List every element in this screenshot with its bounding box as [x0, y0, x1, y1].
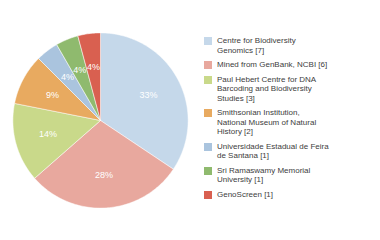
html-text:Smithsonian Institution, Natio: Smithsonian Institution, National Museum… [217, 108, 317, 136]
html-text:Centre for Biodiversity Genomi: Centre for Biodiversity Genomics [7] [217, 36, 296, 55]
svg-text:9%: 9% [46, 90, 59, 100]
svg-text:4%: 4% [73, 65, 86, 75]
html-text:Sri Ramaswamy Memorial Univers: Sri Ramaswamy Memorial University [1] [217, 165, 311, 184]
html-text:Paul Hebert Centre for DNA Bar: Paul Hebert Centre for DNA Barcoding and… [217, 74, 317, 103]
svg-text:14%: 14% [39, 129, 57, 139]
html-text:Universidade Estadual de Feira: Universidade Estadual de Feira de Santan… [217, 141, 329, 160]
html-text:Mined from GenBank, NCBI [6]: Mined from GenBank, NCBI [6] [217, 60, 328, 69]
svg-text:28%: 28% [95, 170, 113, 180]
svg-text:4%: 4% [61, 72, 74, 82]
svg-text:33%: 33% [139, 90, 157, 100]
svg-text:4%: 4% [87, 62, 100, 72]
html-text:GenoScreen [1]: GenoScreen [1] [217, 189, 273, 199]
